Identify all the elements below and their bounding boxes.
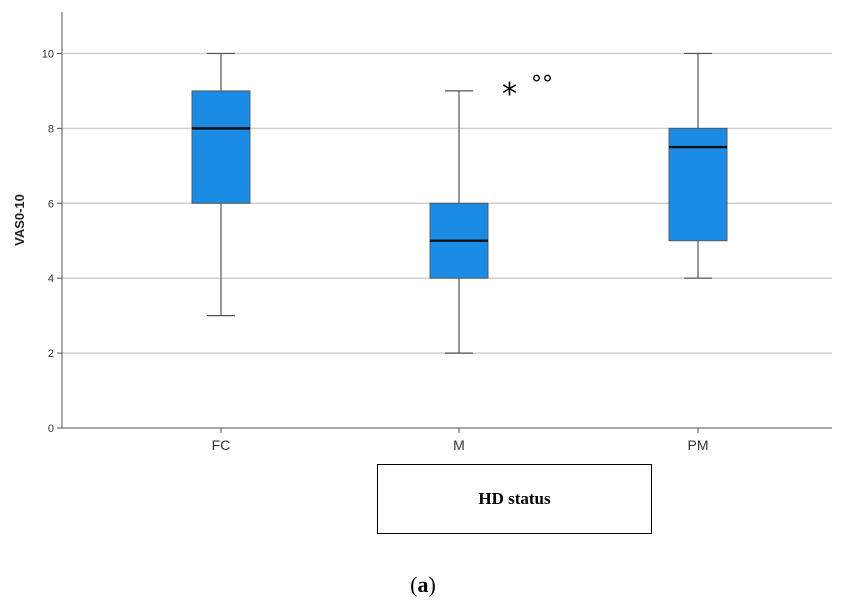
caption-open: ( bbox=[410, 572, 418, 597]
boxes bbox=[191, 52, 728, 354]
caption-close: ) bbox=[428, 572, 436, 597]
iqr-box bbox=[668, 127, 728, 242]
x-axis-title: HD status bbox=[478, 489, 551, 508]
x-tick-labels: FC M PM bbox=[212, 428, 709, 453]
y-tick-label: 6 bbox=[48, 198, 54, 210]
y-tick-label: 2 bbox=[48, 348, 54, 360]
boxplot-chart: 0 2 4 6 8 10 FC M PM VAS0-10 * °° bbox=[12, 12, 832, 453]
y-tick-label: 0 bbox=[48, 423, 54, 435]
y-tick-label: 10 bbox=[42, 48, 54, 60]
y-tick-label: 4 bbox=[48, 273, 54, 285]
x-tick-label: M bbox=[453, 437, 465, 453]
significance-circles: °° bbox=[531, 72, 553, 97]
caption-letter: a bbox=[417, 572, 429, 597]
box-fc bbox=[191, 52, 251, 317]
y-axis-label: VAS0-10 bbox=[12, 194, 27, 246]
box-pm bbox=[668, 52, 728, 279]
iqr-box bbox=[191, 90, 251, 204]
x-axis-title-box: HD status bbox=[377, 464, 652, 534]
figure-caption: (a) bbox=[0, 572, 846, 598]
significance-star: * bbox=[502, 77, 517, 112]
y-tick-label: 8 bbox=[48, 123, 54, 135]
box-m bbox=[429, 90, 489, 354]
y-tick-labels: 0 2 4 6 8 10 bbox=[42, 48, 62, 435]
x-tick-label: PM bbox=[688, 437, 709, 453]
x-tick-label: FC bbox=[212, 437, 231, 453]
